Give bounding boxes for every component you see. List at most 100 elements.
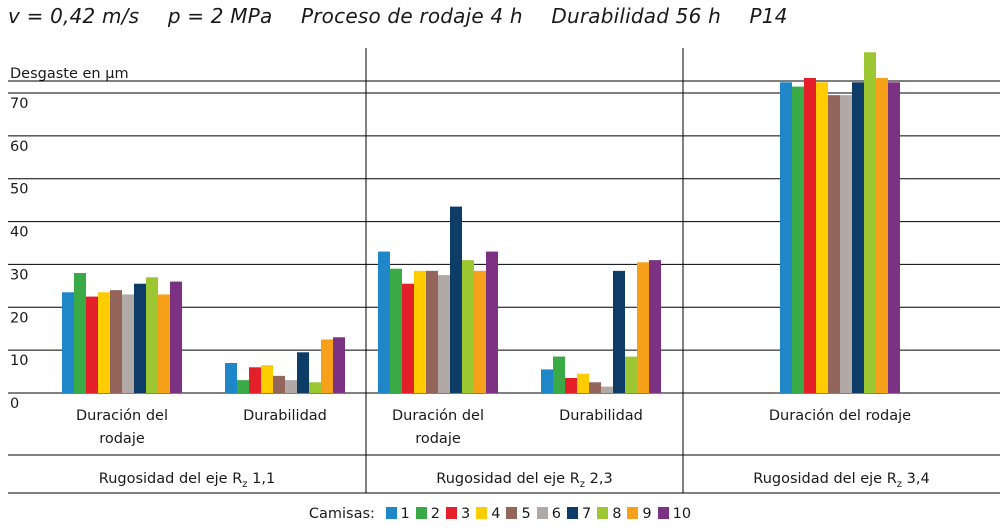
bar-g2-c1-s2	[390, 268, 402, 393]
bar-g3-c1-s9	[876, 78, 888, 393]
bar-g1-c2-s3	[249, 367, 261, 393]
title-velocity: v = 0,42 m/s	[8, 4, 140, 28]
y-tick-10: 10	[10, 353, 28, 369]
bar-g1-c2-s6	[285, 380, 297, 393]
bar-g1-c2-s10	[333, 337, 345, 393]
y-tick-20: 20	[10, 310, 28, 326]
bar-g2-c2-s8	[625, 356, 637, 393]
category-label: Duración del	[76, 408, 168, 424]
bar-g2-c2-s6	[601, 386, 613, 393]
legend-item-5: 5	[506, 506, 531, 522]
bar-g1-c2-s8	[309, 382, 321, 393]
legend-label: 10	[672, 506, 692, 522]
bar-g1-c1-s10	[170, 281, 182, 393]
legend-swatch	[476, 507, 488, 519]
bar-g3-c1-s1	[780, 82, 792, 394]
bar-g1-c2-s9	[321, 339, 333, 393]
category-label: Duración del rodaje	[769, 408, 911, 424]
legend-label: 5	[521, 506, 531, 522]
bar-g1-c1-s2	[74, 273, 86, 393]
y-axis-label: Desgaste en µm	[10, 66, 129, 82]
bar-g1-c1-s1	[62, 292, 74, 393]
legend-item-3: 3	[446, 506, 470, 522]
bar-g2-c2-s2	[553, 356, 565, 393]
bar-g1-c2-s2	[237, 380, 249, 393]
bar-g2-c1-s8	[462, 260, 474, 393]
chart-area: 0 10 20 30 40 50 60 70 Duración del rodaje Durabil…	[8, 48, 1000, 494]
legend-item-7: 7	[566, 506, 592, 522]
title-code: P14	[749, 4, 788, 28]
category-label: Duración del	[392, 408, 484, 424]
bar-g1-c2-s1	[225, 363, 237, 393]
legend-label: 7	[581, 506, 592, 522]
legend-label: 4	[491, 506, 501, 522]
legend-item-6: 6	[536, 506, 561, 522]
bar-g3-c1-s10	[888, 82, 900, 394]
bar-g2-c2-s5	[589, 382, 601, 393]
y-tick-30: 30	[10, 267, 28, 283]
legend-title: Camisas:	[308, 506, 375, 522]
legend-swatch	[597, 507, 609, 519]
legend-swatch	[566, 507, 578, 519]
y-tick-60: 60	[10, 139, 28, 155]
bar-g1-c1-s9	[158, 294, 170, 393]
legend-item-1: 1	[385, 506, 410, 522]
title-durability: Durabilidad 56 h	[551, 4, 721, 28]
title-run-in: Proceso de rodaje 4 h	[301, 4, 523, 28]
bar-g3-c1-s7	[852, 82, 864, 394]
bar-g3-c1-s5	[828, 95, 840, 394]
legend: Camisas: 1 2 3 4 5 6 7 8 9 10	[0, 506, 1006, 522]
legend-swatch	[536, 507, 548, 519]
legend-swatch	[506, 507, 518, 519]
legend-label: 3	[461, 506, 471, 522]
bar-g3-c1-s4	[816, 82, 828, 394]
bar-g3-c1-s6	[840, 95, 852, 394]
legend-item-4: 4	[476, 506, 500, 522]
bar-g1-c2-s5	[273, 375, 285, 393]
bar-g2-c2-s3	[565, 378, 577, 393]
y-tick-40: 40	[10, 225, 28, 241]
legend-swatch	[446, 507, 458, 519]
y-tick-70: 70	[10, 96, 28, 112]
group-label-3: Rugosidad del eje Rz 3,4	[753, 471, 929, 490]
bar-g2-c1-s4	[414, 270, 426, 393]
bar-g2-c2-s4	[577, 373, 589, 393]
bar-g3-c1-s3	[804, 78, 816, 393]
group-label-1: Rugosidad del eje Rz 1,1	[99, 471, 275, 490]
bar-g1-c1-s6	[122, 294, 134, 393]
title-pressure: p = 2 MPa	[167, 4, 273, 28]
legend-item-9: 9	[627, 506, 652, 522]
category-label: Durabilidad	[559, 408, 643, 424]
bar-g3-c1-s2	[792, 86, 804, 394]
legend-label: 2	[430, 506, 441, 522]
bar-g1-c2-s4	[261, 365, 273, 393]
legend-item-10: 10	[657, 506, 692, 522]
legend-swatch	[415, 507, 427, 519]
chart-title: v = 0,42 m/s p = 2 MPa Proceso de rodaje…	[8, 4, 810, 28]
bar-g2-c2-s10	[649, 260, 661, 393]
legend-swatch	[657, 507, 669, 519]
legend-swatch	[627, 507, 639, 519]
bar-g2-c1-s5	[426, 270, 438, 393]
bar-g2-c2-s1	[541, 369, 553, 393]
legend-label: 9	[642, 506, 652, 522]
category-label: rodaje	[415, 431, 461, 447]
category-label: Durabilidad	[243, 408, 327, 424]
legend-label: 1	[400, 506, 410, 522]
legend-item-8: 8	[597, 506, 621, 522]
legend-label: 6	[551, 506, 561, 522]
bar-g2-c2-s7	[613, 270, 625, 393]
bar-g3-c1-s8	[864, 52, 876, 394]
bar-g2-c1-s9	[474, 270, 486, 393]
bar-g2-c1-s3	[402, 283, 414, 393]
group-label-2: Rugosidad del eje Rz 2,3	[436, 471, 612, 490]
bar-g1-c2-s7	[297, 352, 309, 393]
bar-g1-c1-s5	[110, 290, 122, 393]
bar-g2-c2-s9	[637, 262, 649, 393]
bar-g2-c1-s6	[438, 275, 450, 393]
bar-g2-c1-s1	[378, 251, 390, 393]
bar-g2-c1-s10	[486, 251, 498, 393]
bar-g2-c1-s7	[450, 206, 462, 393]
y-tick-50: 50	[10, 182, 28, 198]
legend-swatch	[385, 507, 397, 519]
